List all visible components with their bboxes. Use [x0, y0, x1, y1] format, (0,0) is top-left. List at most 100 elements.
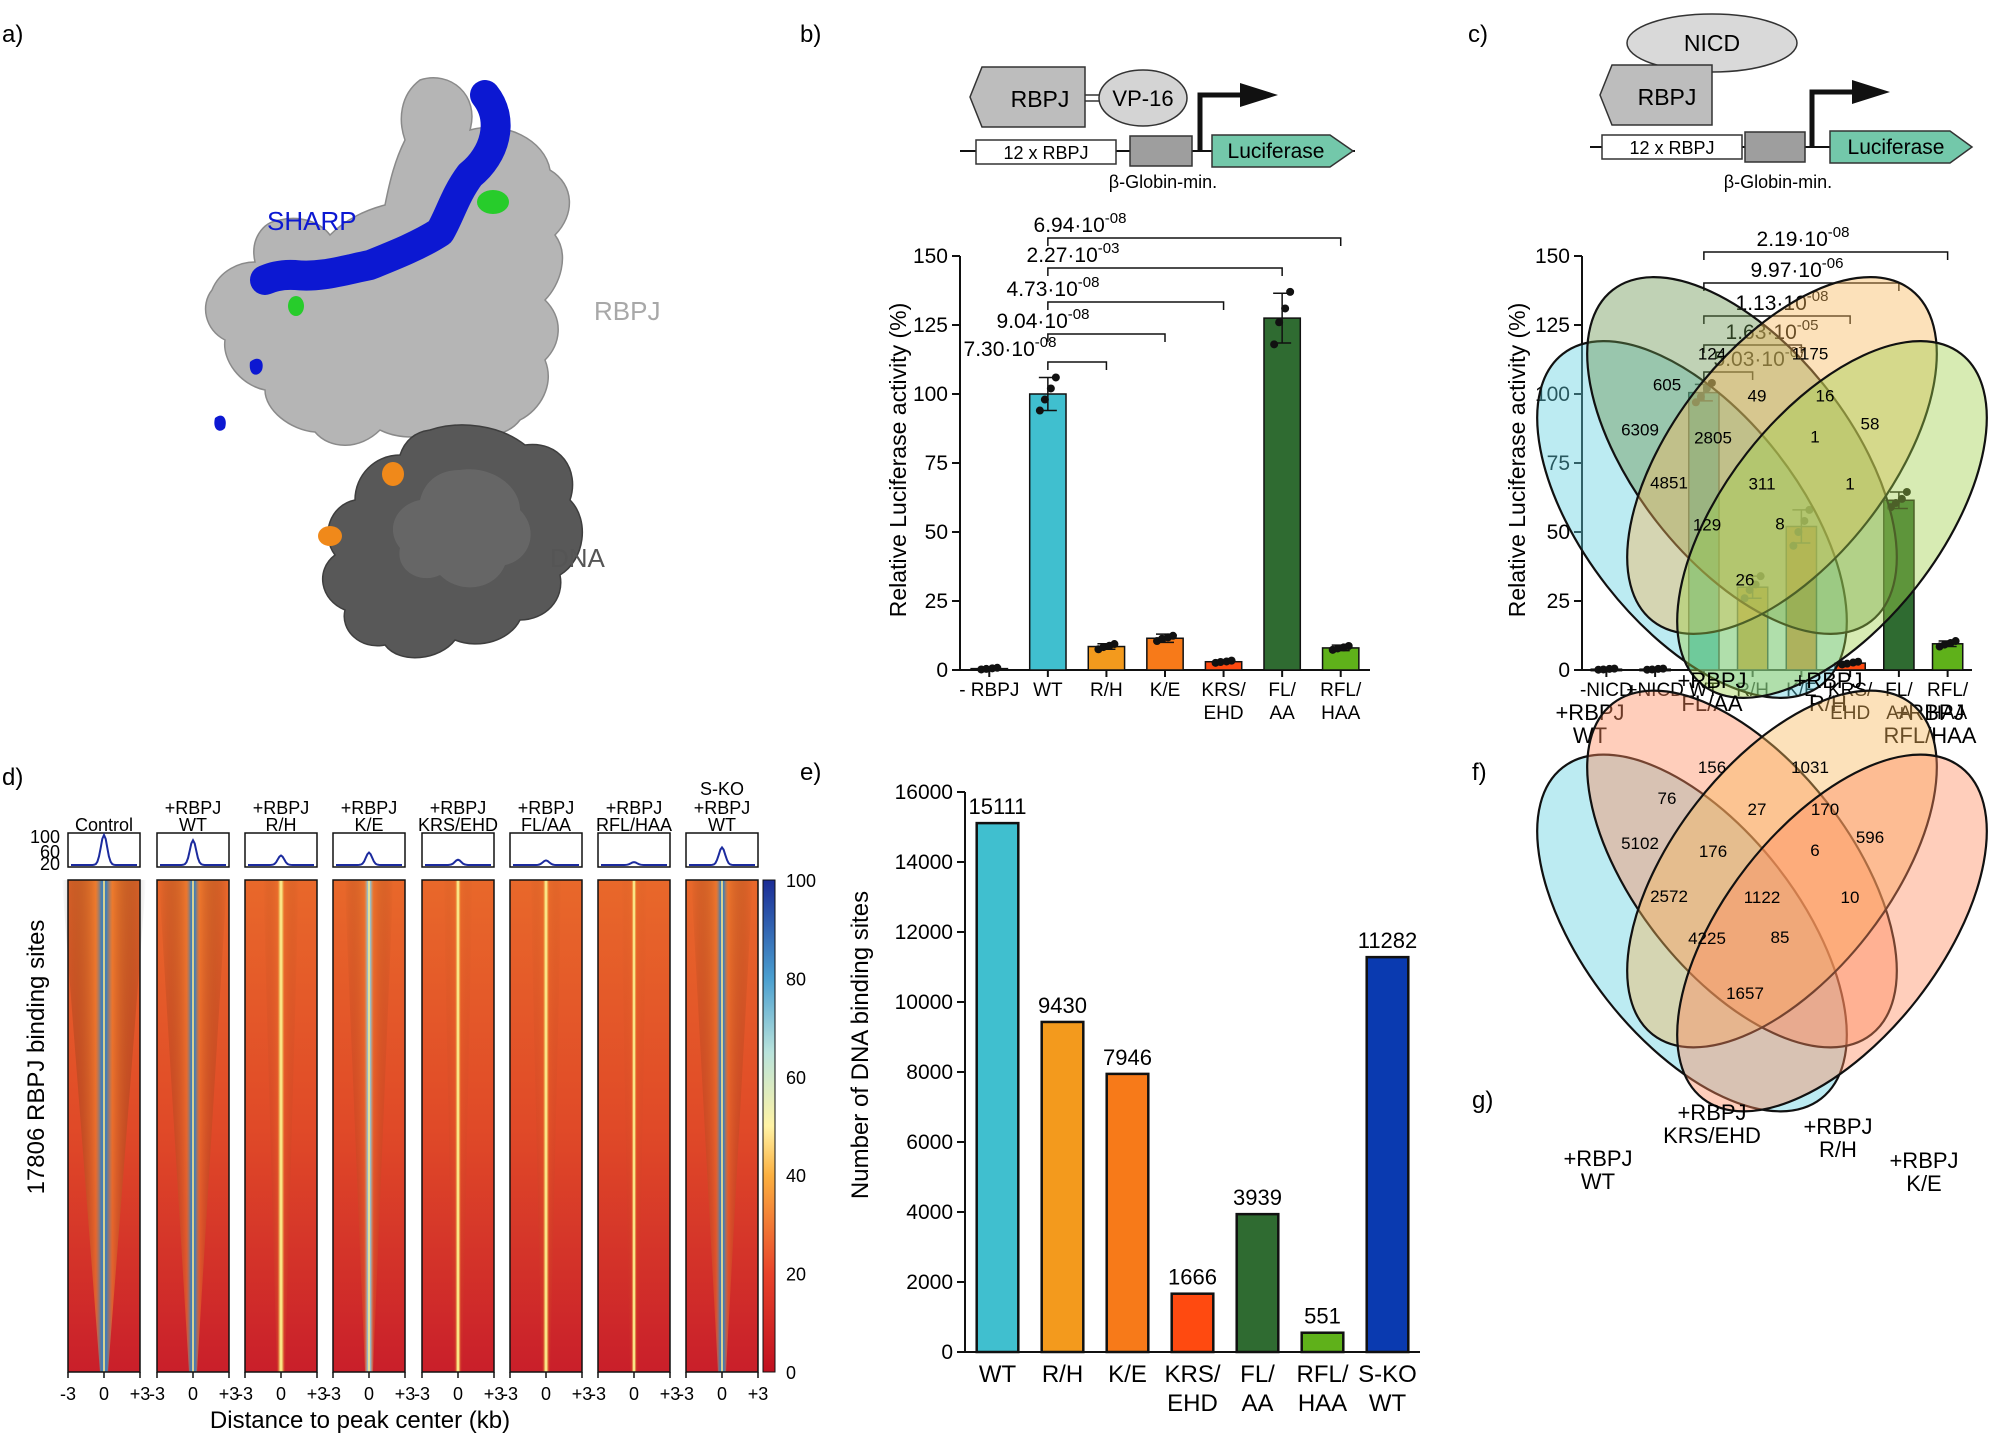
- chart-c-x-tick-label: AA: [1886, 703, 1912, 724]
- chart-c-luciferase: Relative Luciferase activity (%) 0 25 50 75…: [1504, 224, 1972, 724]
- heatmap-x-tick-label: -3: [60, 1384, 76, 1404]
- chart-b-y-tick-label: 100: [913, 383, 948, 406]
- panel-g-venn-count: 5102: [1621, 834, 1659, 853]
- panel-f-venn-set-label: +RBPJ: [1895, 700, 1964, 725]
- chart-e-x-tick-label: FL/: [1240, 1361, 1275, 1388]
- chart-b-replicate-point: [1286, 287, 1295, 296]
- chart-c-y-tick-label: 125: [1535, 314, 1570, 337]
- chart-b-replicate-point: [1344, 641, 1353, 650]
- rbpj-repeat-box: [1601, 134, 1743, 160]
- profile-plot-frame: [332, 832, 406, 868]
- transcription-arrowhead: [1240, 83, 1278, 107]
- profile-curve: [336, 851, 402, 866]
- panel-f-venn-count: 4851: [1650, 474, 1688, 493]
- heatmap-x-tick-label: +3: [219, 1384, 240, 1404]
- chart-e-ylabel: Number of DNA binding sites: [847, 891, 874, 1199]
- chart-b-replicate-point: [1333, 644, 1342, 653]
- heatmap-x-tick-label: -3: [678, 1384, 694, 1404]
- chart-b-replicate-point: [1110, 640, 1119, 649]
- chart-b-p-value: 4.73·10-08: [1007, 274, 1100, 301]
- panel-f-venn-count: 129: [1693, 516, 1721, 535]
- panel-f-venn-set-label: FL/AA: [1681, 691, 1742, 716]
- luciferase-label: Luciferase: [1228, 140, 1325, 163]
- panel-f-venn-count: 1: [1845, 475, 1854, 494]
- chart-c-replicate-point: [1659, 664, 1668, 673]
- panel-g-venn-set-label: KRS/EHD: [1663, 1123, 1761, 1148]
- chart-b-x-tick-label: FL/: [1268, 680, 1296, 701]
- panel-label-f: f): [1472, 759, 1487, 786]
- chart-e-x-tick-label: S-KO: [1358, 1361, 1417, 1388]
- chart-c-replicate-point: [1805, 505, 1814, 514]
- panel-label-b: b): [800, 21, 821, 48]
- profile-plot-frame: [244, 832, 318, 868]
- transcription-start-arrow: [1809, 89, 1856, 147]
- heatmap-column-title: +RBPJ: [165, 798, 222, 818]
- heatmap-x-tick-label: +3: [130, 1384, 151, 1404]
- heatmap-x-tick-label: -3: [325, 1384, 341, 1404]
- chart-b-replicate-point: [1227, 656, 1236, 665]
- sharp-peptide-fragment: [249, 358, 263, 375]
- chart-c-replicate-point: [1696, 392, 1705, 401]
- luciferase-gene: [1211, 134, 1355, 168]
- chart-e-y-tick-label: 4000: [906, 1201, 953, 1224]
- transcription-start-arrow: [1197, 92, 1243, 151]
- chart-b-y-tick-label: 150: [913, 245, 948, 268]
- panel-label-e: e): [800, 759, 821, 786]
- chart-e-x-tick-label: AA: [1241, 1390, 1273, 1417]
- heatmap-ylabel: 17806 RBPJ binding sites: [23, 920, 50, 1195]
- promoter-label: β-Globin-min.: [1109, 172, 1217, 192]
- chart-c-replicate-point: [1854, 657, 1863, 666]
- heatmap-x-tick-label: 0: [99, 1384, 109, 1404]
- chart-b-ylabel: Relative Luciferase activity (%): [885, 303, 911, 617]
- panel-g-venn-set-label: +RBPJ: [1803, 1114, 1872, 1139]
- profile-plot-frame: [67, 832, 141, 868]
- panel-g-venn-count: 6: [1810, 841, 1819, 860]
- chart-e-bar: [1300, 1331, 1345, 1354]
- chart-b-y-tick-label: 50: [925, 521, 948, 544]
- colorbar-tick-label: 40: [786, 1166, 806, 1186]
- heatmap-column-title: K/E: [354, 815, 383, 835]
- chart-c-replicate-point: [1897, 494, 1906, 503]
- chart-e-bar: [1105, 1072, 1150, 1354]
- heatmap-column-title: +RBPJ: [606, 798, 663, 818]
- chart-b-replicate-point: [1281, 304, 1290, 313]
- colorbar-tick-label: 20: [786, 1265, 806, 1285]
- chart-e-x-tick-label: RFL/: [1296, 1361, 1348, 1388]
- vp16-shape-label: VP-16: [1112, 86, 1173, 111]
- chart-b-x-tick-label: R/H: [1090, 680, 1123, 701]
- profile-plot-frame: [421, 832, 495, 868]
- heatmap-column-title: +RBPJ: [253, 798, 310, 818]
- chart-c-x-tick-label: WT: [1689, 680, 1719, 701]
- profile-curve: [71, 832, 137, 866]
- minimal-promoter-box: [1129, 135, 1193, 167]
- chart-b-p-value: 7.30·10-08: [964, 334, 1057, 361]
- chart-c-replicate-point: [1951, 637, 1960, 646]
- chart-b-significance-bracket: [1047, 267, 1283, 276]
- panel-f-venn-count: 124: [1698, 345, 1726, 364]
- colorbar-tick-label: 60: [786, 1068, 806, 1088]
- panel-f-venn-count: 6309: [1621, 421, 1659, 440]
- chart-c-x-tick-label: EHD: [1830, 703, 1870, 724]
- heatmap-x-tick-label: -3: [149, 1384, 165, 1404]
- luciferase-label: Luciferase: [1848, 136, 1945, 159]
- chart-b-p-value: 9.04·10-08: [997, 306, 1090, 333]
- chart-e-x-tick-label: EHD: [1167, 1390, 1218, 1417]
- chart-b-x-tick-label: WT: [1033, 680, 1063, 701]
- chart-b-y-tick-label: 75: [925, 452, 948, 475]
- chart-e-bar: [1170, 1292, 1215, 1354]
- chart-b-y-tick-label: 25: [925, 590, 948, 613]
- chart-e-bar: [975, 821, 1020, 1354]
- heatmap-column-title: +RBPJ: [341, 798, 398, 818]
- heatmap-column-title: WT: [708, 815, 736, 835]
- luciferase-gene: [1829, 130, 1974, 164]
- heatmap-x-tick-label: 0: [453, 1384, 463, 1404]
- chart-b-x-tick-label: K/E: [1150, 680, 1181, 701]
- chart-e-bar: [1235, 1212, 1280, 1354]
- chart-e-y-tick-label: 10000: [895, 991, 953, 1014]
- colorbar-tick-label: 0: [786, 1363, 796, 1383]
- panel-g-venn-count: 176: [1699, 842, 1727, 861]
- panel-f-venn-count: 8: [1775, 515, 1784, 534]
- chart-b-x-tick-label: KRS/: [1201, 680, 1246, 701]
- panel-label-d: d): [2, 764, 23, 791]
- chart-b-replicate-point: [993, 663, 1002, 672]
